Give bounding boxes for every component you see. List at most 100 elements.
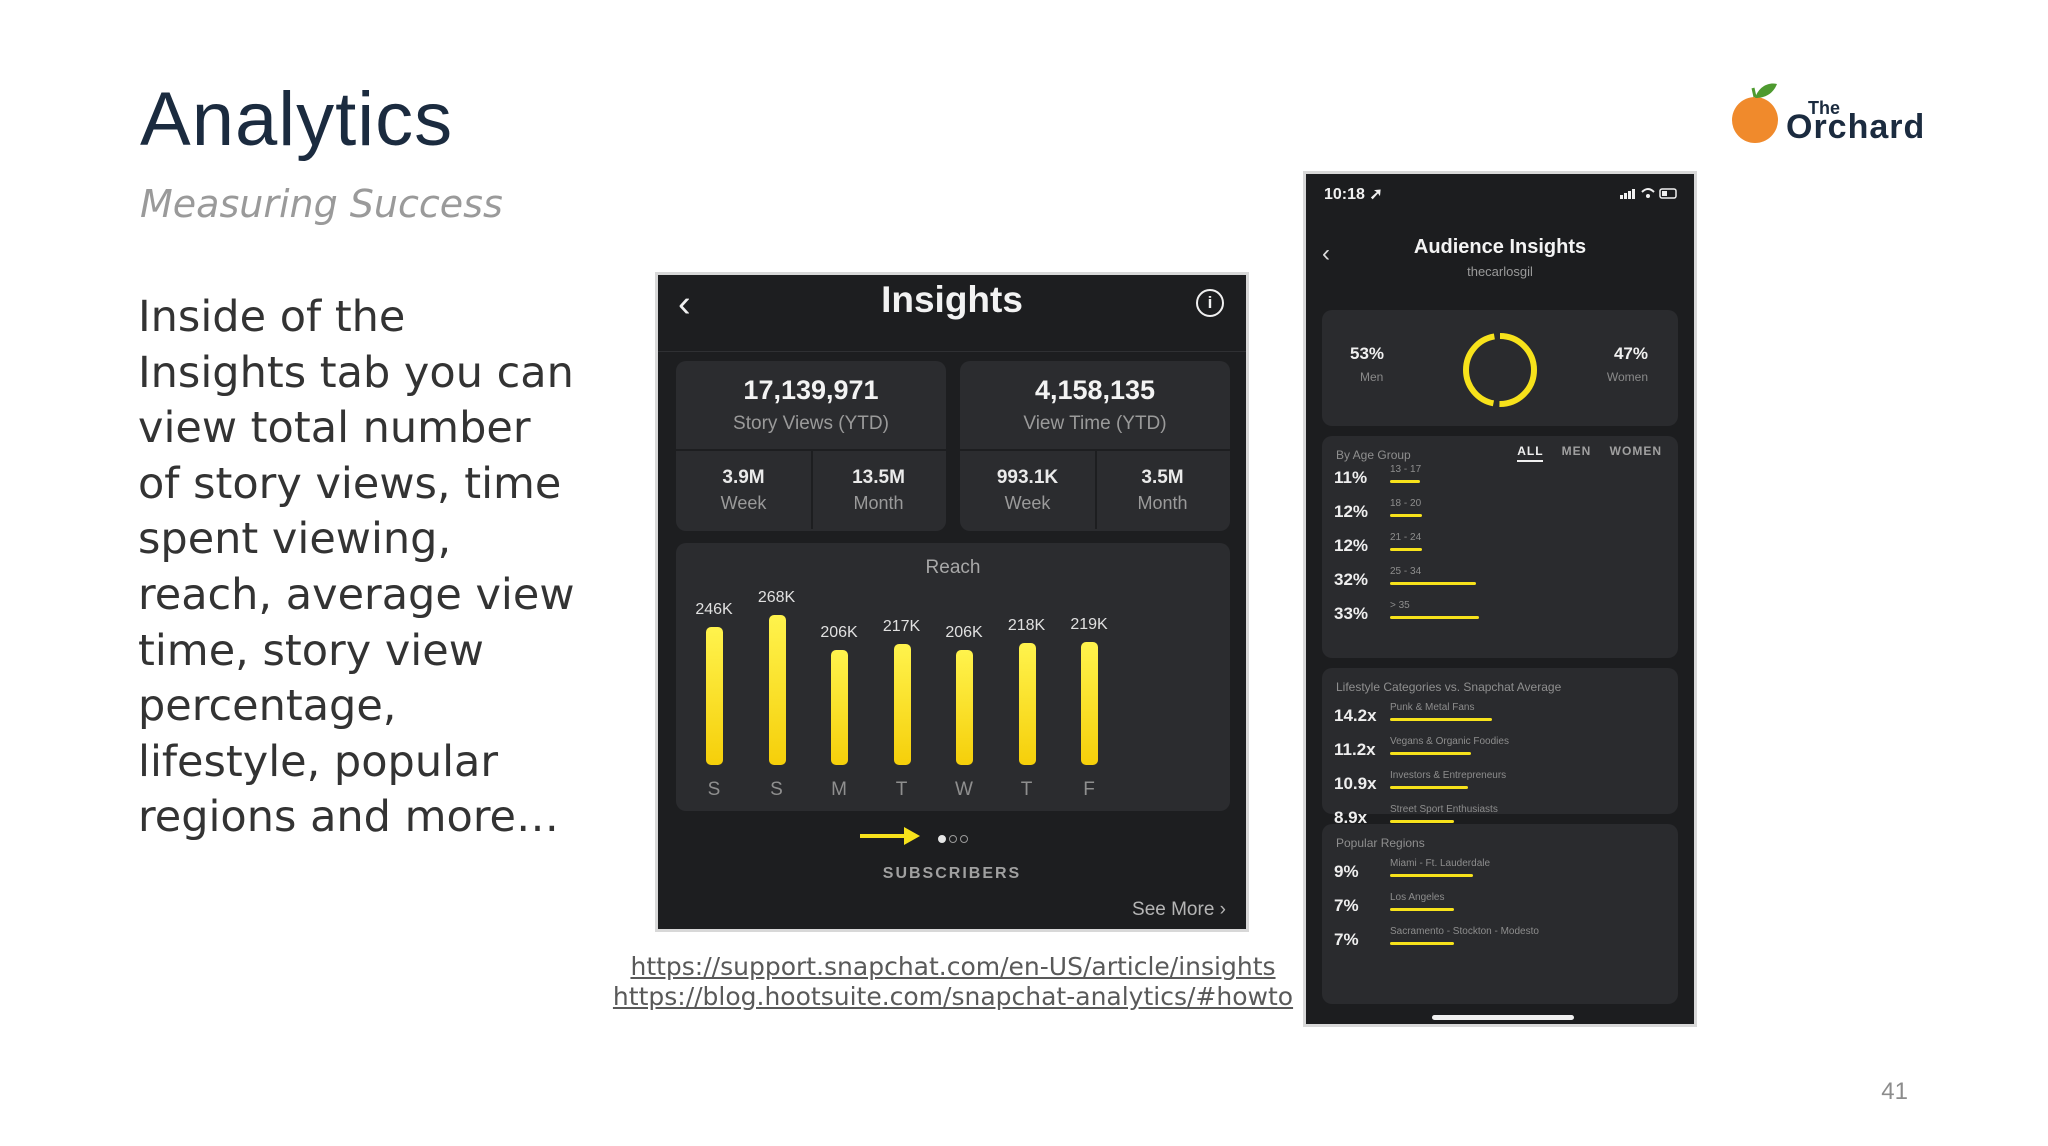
- row-label: > 35: [1390, 600, 1410, 611]
- list-item: 33% > 35: [1334, 600, 1664, 626]
- row-label: 21 - 24: [1390, 532, 1422, 543]
- row-label: 18 - 20: [1390, 498, 1422, 509]
- reach-bar-day: S: [707, 779, 721, 800]
- row-bar: [1390, 786, 1468, 789]
- row-value: 7%: [1334, 896, 1359, 915]
- view-time-week-label: Week: [1004, 493, 1051, 513]
- row-value: 11.2x: [1334, 740, 1376, 759]
- tab-women[interactable]: WOMEN: [1609, 444, 1662, 458]
- reach-bar-label: 268K: [757, 589, 796, 606]
- list-item: 8.9x Street Sport Enthusiasts: [1334, 804, 1664, 830]
- chevron-left-icon[interactable]: ‹: [678, 283, 691, 325]
- subscribers-label: SUBSCRIBERS: [882, 865, 1022, 882]
- audience-insights-screenshot: 10:18 ➚ ‹ Audience Insights thecarlosgil…: [1303, 171, 1697, 1027]
- slide-title: Analytics: [140, 77, 454, 162]
- story-views-month-value: 13.5M: [852, 467, 905, 488]
- chevron-left-icon[interactable]: ‹: [1322, 240, 1330, 267]
- row-bar: [1390, 942, 1454, 945]
- list-item: 14.2x Punk & Metal Fans: [1334, 702, 1664, 728]
- list-item: 7% Los Angeles: [1334, 892, 1664, 918]
- divider: [960, 449, 1230, 451]
- reach-bar: [706, 627, 723, 765]
- view-time-week-value: 993.1K: [996, 467, 1059, 488]
- gender-card: 53% Men 47% Women: [1322, 310, 1678, 426]
- tab-men[interactable]: MEN: [1561, 444, 1592, 458]
- row-bar: [1390, 752, 1471, 755]
- row-bar: [1390, 616, 1479, 619]
- divider: [676, 449, 946, 451]
- reach-bar-label: 217K: [882, 618, 921, 635]
- row-bar: [1390, 514, 1422, 517]
- row-value: 7%: [1334, 930, 1359, 949]
- page-dot[interactable]: [938, 835, 946, 843]
- row-label: Street Sport Enthusiasts: [1390, 804, 1498, 815]
- logo-text-big: Orchard: [1786, 108, 1926, 146]
- reach-bar-day: T: [895, 779, 908, 800]
- row-bar: [1390, 480, 1420, 483]
- row-bar: [1390, 874, 1473, 877]
- men-label: Men: [1360, 370, 1384, 384]
- info-icon[interactable]: i: [1196, 289, 1224, 317]
- women-segment: [1463, 333, 1537, 407]
- insights-title: Insights: [881, 279, 1023, 320]
- age-group-card: By Age Group ALL MEN WOMEN 11% 13 - 17 12%…: [1322, 436, 1678, 658]
- view-time-month-value: 3.5M: [1141, 467, 1184, 488]
- reference-link-hootsuite[interactable]: https://blog.hootsuite.com/snapchat-anal…: [612, 982, 1294, 1011]
- row-bar: [1390, 548, 1422, 551]
- divider: [811, 451, 813, 529]
- row-label: Investors & Entrepreneurs: [1390, 770, 1507, 781]
- row-value: 10.9x: [1334, 774, 1377, 793]
- logo-text-small: The: [1808, 98, 1841, 118]
- list-item: 11% 13 - 17: [1334, 464, 1664, 490]
- view-time-label: View Time (YTD): [1023, 413, 1167, 434]
- row-label: Punk & Metal Fans: [1390, 702, 1475, 713]
- list-item: 7% Sacramento - Stockton - Modesto: [1334, 926, 1664, 952]
- reach-bar-label: 246K: [695, 601, 733, 618]
- row-value: 32%: [1334, 570, 1369, 589]
- page-dot[interactable]: [960, 835, 968, 843]
- reach-bar: [1018, 643, 1036, 765]
- row-value: 9%: [1334, 862, 1359, 881]
- reach-bar: [893, 644, 911, 765]
- page-dot[interactable]: [949, 835, 957, 843]
- story-views-month-label: Month: [853, 493, 904, 513]
- row-value: 12%: [1334, 536, 1369, 555]
- tab-all[interactable]: ALL: [1517, 444, 1544, 462]
- row-value: 12%: [1334, 502, 1369, 521]
- row-bar: [1390, 908, 1454, 911]
- reference-links: https://support.snapchat.com/en-US/artic…: [600, 952, 1306, 1012]
- gender-ring-chart: [1463, 333, 1537, 407]
- women-percent: 47%: [1613, 344, 1648, 363]
- row-label: Vegans & Organic Foodies: [1390, 736, 1509, 747]
- regions-card: Popular Regions 9% Miami - Ft. Lauderdale…: [1322, 824, 1678, 1004]
- list-item: 32% 25 - 34: [1334, 566, 1664, 592]
- row-bar: [1390, 820, 1454, 823]
- row-bar: [1390, 718, 1492, 721]
- slide-body-text: Inside of the Insights tab you can view …: [138, 292, 575, 843]
- reach-bar: [956, 650, 973, 765]
- men-segment: [1463, 333, 1537, 407]
- see-more-link[interactable]: See More ›: [1132, 899, 1226, 920]
- story-views-week-label: Week: [720, 493, 767, 513]
- row-value: 33%: [1334, 604, 1369, 623]
- lifestyle-title: Lifestyle Categories vs. Snapchat Averag…: [1336, 680, 1562, 694]
- age-group-title: By Age Group: [1336, 448, 1411, 462]
- reach-title: Reach: [925, 557, 981, 578]
- arrow-right-icon: [860, 827, 920, 845]
- reach-bar-label: 206K: [945, 624, 983, 641]
- view-time-card: 4,158,135 View Time (YTD) 993.1K Week 3.…: [960, 361, 1230, 531]
- row-label: 25 - 34: [1390, 566, 1422, 577]
- reach-bar: [831, 650, 848, 765]
- reach-bar-label: 218K: [1007, 617, 1046, 634]
- list-item: 10.9x Investors & Entrepreneurs: [1334, 770, 1664, 796]
- insights-header: ‹ Insights i: [658, 275, 1246, 352]
- reach-bar-label: 219K: [1070, 616, 1108, 633]
- men-percent: 53%: [1350, 344, 1385, 363]
- age-tabs: ALL MEN WOMEN: [1503, 444, 1662, 462]
- row-label: Los Angeles: [1390, 892, 1445, 903]
- reference-link-snapchat[interactable]: https://support.snapchat.com/en-US/artic…: [630, 952, 1276, 981]
- view-time-month-label: Month: [1137, 493, 1188, 513]
- audience-title: Audience Insights: [1413, 236, 1587, 258]
- page-number: 41: [1881, 1078, 1908, 1105]
